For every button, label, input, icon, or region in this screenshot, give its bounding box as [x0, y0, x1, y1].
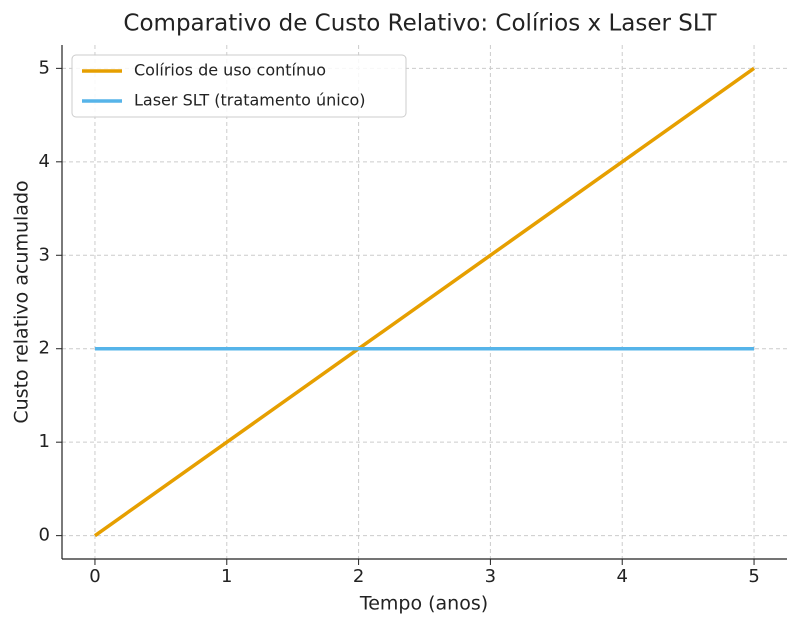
x-tick-label: 3: [485, 566, 496, 587]
legend-label: Laser SLT (tratamento único): [134, 91, 366, 110]
legend-box: [71, 54, 407, 118]
x-tick-label: 4: [617, 566, 628, 587]
x-tick-label: 2: [353, 566, 364, 587]
x-axis-label: Tempo (anos): [359, 593, 488, 615]
y-tick-label: 4: [39, 151, 50, 172]
x-tick-label: 1: [221, 566, 232, 587]
legend-label: Colírios de uso contínuo: [134, 61, 326, 80]
y-tick-label: 0: [39, 525, 50, 546]
y-tick-label: 5: [39, 57, 50, 78]
y-tick-label: 1: [39, 431, 50, 452]
y-axis-label: Custo relativo acumulado: [11, 180, 33, 423]
x-tick-label: 5: [748, 566, 759, 587]
series-line: [93, 66, 756, 538]
chart-title: Comparativo de Custo Relativo: Colírios …: [123, 11, 717, 37]
y-tick-label: 2: [39, 338, 50, 359]
y-tick-label: 3: [39, 244, 50, 265]
x-tick-label: 0: [89, 566, 100, 587]
